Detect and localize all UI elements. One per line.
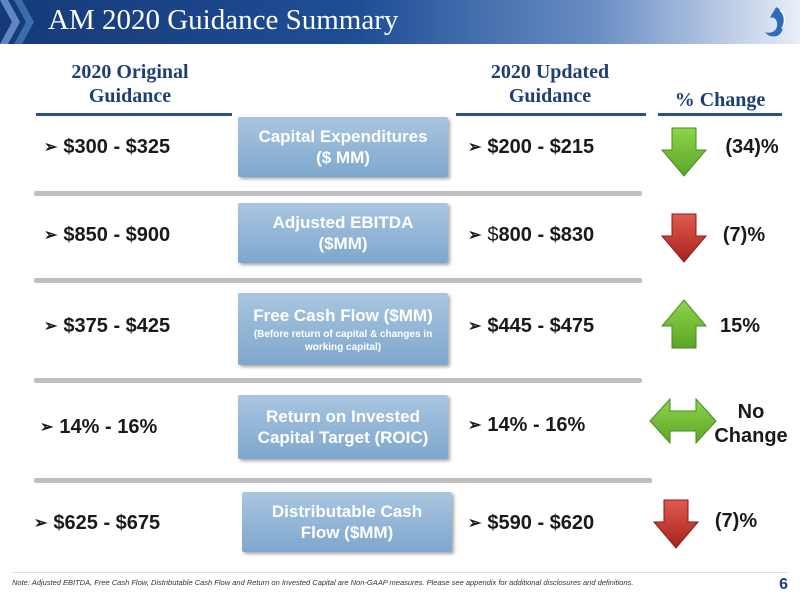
bullet-arrow-icon: ➢ — [44, 227, 58, 244]
row4-change-line2: Change — [714, 425, 788, 447]
page-number: 6 — [779, 576, 788, 593]
original-guidance-header: 2020 Original Guidance — [40, 60, 220, 108]
row5-metric-line2: Flow ($MM) — [300, 523, 394, 542]
flame-logo-icon — [765, 7, 786, 37]
down-arrow-icon — [660, 127, 708, 177]
row3-change: 15% — [719, 315, 761, 337]
row1-original-value: $300 - $325 — [63, 136, 171, 158]
bullet-arrow-icon: ➢ — [468, 417, 482, 434]
up-arrow-icon — [660, 299, 708, 349]
row-separator — [34, 378, 642, 383]
row4-metric-line2: Capital Target (ROIC) — [257, 428, 429, 447]
original-header-underline — [36, 113, 232, 116]
row1-change: (34)% — [725, 136, 779, 158]
row1-metric-line2: ($ MM) — [316, 148, 370, 167]
down-arrow-icon — [652, 499, 700, 549]
metric-capital-expenditures: Capital Expenditures ($ MM) — [238, 117, 448, 177]
row-separator — [34, 278, 642, 283]
row3-metric-line1: Free Cash Flow ($MM) — [253, 305, 433, 325]
change-header-underline — [658, 113, 782, 116]
row2-metric-line2: ($MM) — [318, 234, 368, 253]
row4-original-value: 14% - 16% — [59, 416, 158, 438]
row1-original: ➢ $300 - $325 — [44, 136, 170, 159]
row2-original: ➢ $850 - $900 — [44, 224, 170, 247]
metric-roic: Return on Invested Capital Target (ROIC) — [238, 395, 448, 459]
bullet-arrow-icon: ➢ — [44, 318, 58, 335]
row3-updated: ➢ $445 - $475 — [468, 315, 594, 338]
row1-metric-line1: Capital Expenditures — [258, 127, 428, 146]
row2-change: (7)% — [722, 224, 766, 246]
row2-updated-prefix: $ — [487, 224, 499, 246]
row5-updated: ➢ $590 - $620 — [468, 512, 594, 535]
updated-header-line1: 2020 Updated — [490, 61, 610, 83]
row5-change: (7)% — [714, 510, 758, 532]
row5-updated-value: $590 - $620 — [487, 512, 595, 534]
bullet-arrow-icon: ➢ — [468, 515, 482, 532]
row5-metric-line1: Distributable Cash — [271, 502, 423, 521]
row4-metric-line1: Return on Invested — [266, 407, 420, 426]
bullet-arrow-icon: ➢ — [44, 139, 58, 156]
bullet-arrow-icon: ➢ — [468, 318, 482, 335]
row2-metric-line1: Adjusted EBITDA — [272, 213, 414, 232]
footnote: Note: Adjusted EBITDA, Free Cash Flow, D… — [12, 578, 634, 587]
page-title: AM 2020 Guidance Summary — [48, 4, 399, 36]
footer-divider — [12, 572, 788, 573]
row-separator — [34, 191, 642, 196]
bullet-arrow-icon: ➢ — [34, 515, 48, 532]
title-bar: AM 2020 Guidance Summary — [0, 0, 800, 44]
row4-change-line1: No — [737, 401, 765, 423]
bullet-arrow-icon: ➢ — [468, 227, 482, 244]
metric-free-cash-flow: Free Cash Flow ($MM) (Before return of c… — [238, 293, 448, 365]
row4-change: No Change — [712, 400, 790, 448]
updated-header-underline — [456, 113, 646, 116]
metric-adjusted-ebitda: Adjusted EBITDA ($MM) — [238, 203, 448, 263]
chevron-decoration-icon — [0, 0, 34, 44]
row4-updated-value: 14% - 16% — [487, 414, 586, 436]
change-header: % Change — [674, 89, 766, 111]
row5-original: ➢ $625 - $675 — [34, 512, 160, 535]
left-right-arrow-icon — [649, 397, 717, 445]
row-separator — [34, 478, 652, 483]
row2-updated-value: 800 - $830 — [498, 224, 595, 246]
row4-original: ➢ 14% - 16% — [40, 416, 157, 439]
row5-original-value: $625 - $675 — [53, 512, 161, 534]
original-header-line2: Guidance — [88, 85, 172, 107]
row3-original-value: $375 - $425 — [63, 315, 171, 337]
row2-original-value: $850 - $900 — [63, 224, 171, 246]
original-header-line1: 2020 Original — [71, 61, 189, 83]
updated-header-line2: Guidance — [508, 85, 592, 107]
row1-updated: ➢ $200 - $215 — [468, 136, 594, 159]
row2-updated: ➢ $800 - $830 — [468, 224, 594, 247]
row3-original: ➢ $375 - $425 — [44, 315, 170, 338]
metric-distributable-cash-flow: Distributable Cash Flow ($MM) — [242, 492, 452, 552]
row3-metric-sub: (Before return of capital & changes in w… — [253, 328, 433, 353]
bullet-arrow-icon: ➢ — [468, 139, 482, 156]
down-arrow-icon — [660, 213, 708, 263]
updated-guidance-header: 2020 Updated Guidance — [460, 60, 640, 108]
row3-updated-value: $445 - $475 — [487, 315, 595, 337]
bullet-arrow-icon: ➢ — [40, 419, 54, 436]
row4-updated: ➢ 14% - 16% — [468, 414, 585, 437]
row1-updated-value: $200 - $215 — [487, 136, 595, 158]
